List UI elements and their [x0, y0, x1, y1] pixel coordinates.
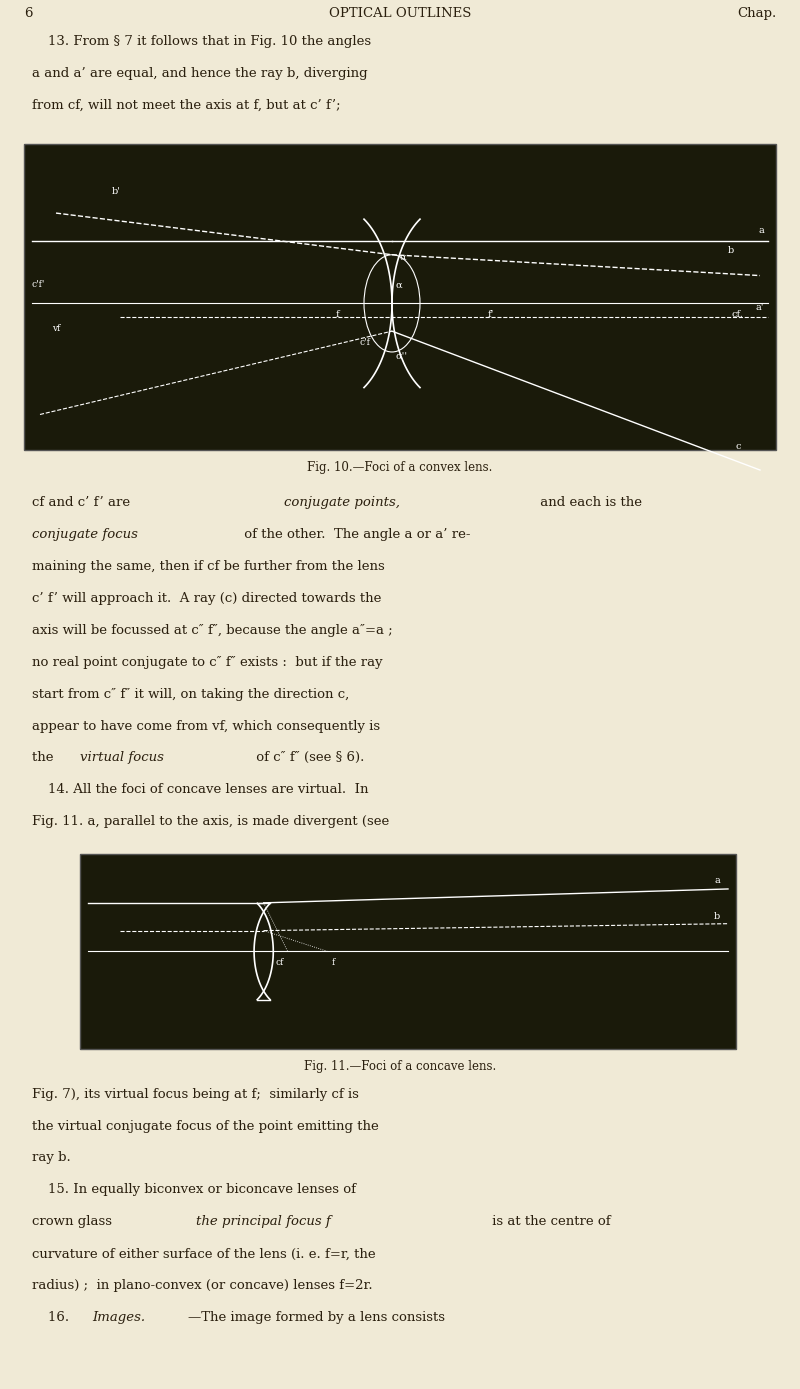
Bar	[24, 144, 776, 450]
Text: c'f': c'f'	[32, 281, 46, 289]
Text: b: b	[728, 246, 734, 254]
Text: ray b.: ray b.	[32, 1151, 70, 1164]
Text: a': a'	[755, 303, 764, 311]
Text: a: a	[714, 876, 720, 885]
Text: no real point conjugate to c″ f″ exists :  but if the ray: no real point conjugate to c″ f″ exists …	[32, 656, 382, 668]
Text: the: the	[32, 751, 58, 764]
Bar	[80, 854, 736, 1049]
Text: α: α	[396, 281, 402, 289]
Text: a and a’ are equal, and hence the ray b, diverging: a and a’ are equal, and hence the ray b,…	[32, 67, 368, 79]
Text: is at the centre of: is at the centre of	[488, 1215, 610, 1228]
Text: b': b'	[112, 188, 121, 196]
Text: 16.: 16.	[48, 1311, 74, 1324]
Text: of the other.  The angle a or a’ re-: of the other. The angle a or a’ re-	[240, 528, 470, 540]
Text: crown glass: crown glass	[32, 1215, 116, 1228]
Text: conjugate focus: conjugate focus	[32, 528, 138, 540]
Text: α: α	[400, 253, 406, 261]
Text: axis will be focussed at c″ f″, because the angle a″=a ;: axis will be focussed at c″ f″, because …	[32, 624, 393, 636]
Text: Fig. 11.—Foci of a concave lens.: Fig. 11.—Foci of a concave lens.	[304, 1060, 496, 1072]
Text: cf.: cf.	[732, 310, 744, 319]
Text: the principal focus f: the principal focus f	[196, 1215, 330, 1228]
Text: Fig. 7), its virtual focus being at f;  similarly cf is: Fig. 7), its virtual focus being at f; s…	[32, 1088, 359, 1100]
Text: b: b	[714, 913, 720, 921]
Text: f: f	[336, 310, 340, 319]
Text: Fig. 11. a, parallel to the axis, is made divergent (see: Fig. 11. a, parallel to the axis, is mad…	[32, 815, 390, 828]
Text: c’ f’ will approach it.  A ray (c) directed towards the: c’ f’ will approach it. A ray (c) direct…	[32, 592, 382, 604]
Text: the virtual conjugate focus of the point emitting the: the virtual conjugate focus of the point…	[32, 1120, 378, 1132]
Text: Fig. 10.—Foci of a convex lens.: Fig. 10.—Foci of a convex lens.	[307, 461, 493, 474]
Text: Images.: Images.	[92, 1311, 145, 1324]
Text: c: c	[736, 442, 742, 451]
Text: appear to have come from vf, which consequently is: appear to have come from vf, which conse…	[32, 720, 380, 732]
Text: c'f: c'f	[360, 338, 371, 347]
Text: vf: vf	[52, 324, 60, 333]
Text: OPTICAL OUTLINES: OPTICAL OUTLINES	[329, 7, 471, 19]
Text: conjugate points,: conjugate points,	[284, 496, 400, 508]
Text: cf: cf	[275, 958, 284, 967]
Text: α'': α''	[396, 351, 408, 361]
Text: 14. All the foci of concave lenses are virtual.  In: 14. All the foci of concave lenses are v…	[48, 783, 369, 796]
Text: start from c″ f″ it will, on taking the direction c,: start from c″ f″ it will, on taking the …	[32, 688, 350, 700]
Text: 6: 6	[24, 7, 33, 19]
Text: and each is the: and each is the	[536, 496, 642, 508]
Text: a: a	[758, 226, 764, 235]
Text: maining the same, then if cf be further from the lens: maining the same, then if cf be further …	[32, 560, 385, 572]
Text: of c″ f″ (see § 6).: of c″ f″ (see § 6).	[252, 751, 364, 764]
Text: Chap.: Chap.	[737, 7, 776, 19]
Text: from cf, will not meet the axis at f, but at c’ f’;: from cf, will not meet the axis at f, bu…	[32, 99, 341, 111]
Text: f: f	[332, 958, 335, 967]
Text: f': f'	[488, 310, 494, 319]
Text: 15. In equally biconvex or biconcave lenses of: 15. In equally biconvex or biconcave len…	[48, 1183, 356, 1196]
Text: cf and c’ f’ are: cf and c’ f’ are	[32, 496, 134, 508]
Text: radius) ;  in plano-convex (or concave) lenses f=2r.: radius) ; in plano-convex (or concave) l…	[32, 1279, 373, 1292]
Text: virtual focus: virtual focus	[80, 751, 164, 764]
Text: 13. From § 7 it follows that in Fig. 10 the angles: 13. From § 7 it follows that in Fig. 10 …	[48, 35, 371, 47]
Text: curvature of either surface of the lens (i. e. f=r, the: curvature of either surface of the lens …	[32, 1247, 376, 1260]
Text: —The image formed by a lens consists: —The image formed by a lens consists	[188, 1311, 445, 1324]
